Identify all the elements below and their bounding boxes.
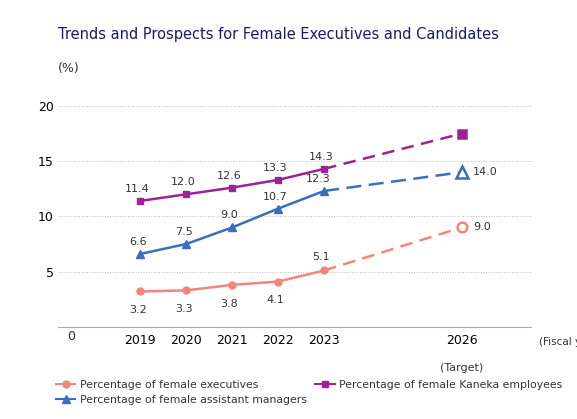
Text: (%): (%) xyxy=(58,62,80,75)
Text: 9.0: 9.0 xyxy=(473,222,491,233)
Text: 5.1: 5.1 xyxy=(313,252,330,262)
Text: (Fiscal year): (Fiscal year) xyxy=(539,337,577,347)
Text: 14.3: 14.3 xyxy=(309,152,334,162)
Text: 14.0: 14.0 xyxy=(473,167,498,177)
Text: 0: 0 xyxy=(68,330,76,343)
Text: Trends and Prospects for Female Executives and Candidates: Trends and Prospects for Female Executiv… xyxy=(58,27,499,42)
Text: 3.2: 3.2 xyxy=(129,305,147,316)
Legend: Percentage of female executives, Percentage of female assistant managers, Percen: Percentage of female executives, Percent… xyxy=(51,375,567,409)
Text: 7.5: 7.5 xyxy=(175,227,192,237)
Text: (Target): (Target) xyxy=(440,363,484,373)
Text: 12.3: 12.3 xyxy=(306,174,331,184)
Text: 9.0: 9.0 xyxy=(220,210,238,220)
Text: 11.4: 11.4 xyxy=(125,184,150,194)
Text: 12.0: 12.0 xyxy=(171,177,196,187)
Text: 13.3: 13.3 xyxy=(263,163,288,173)
Text: 12.6: 12.6 xyxy=(217,171,242,181)
Text: 4.1: 4.1 xyxy=(267,295,284,305)
Text: 6.6: 6.6 xyxy=(129,237,147,247)
Text: 3.8: 3.8 xyxy=(220,299,238,309)
Text: 3.3: 3.3 xyxy=(175,304,192,314)
Text: 10.7: 10.7 xyxy=(263,191,288,202)
